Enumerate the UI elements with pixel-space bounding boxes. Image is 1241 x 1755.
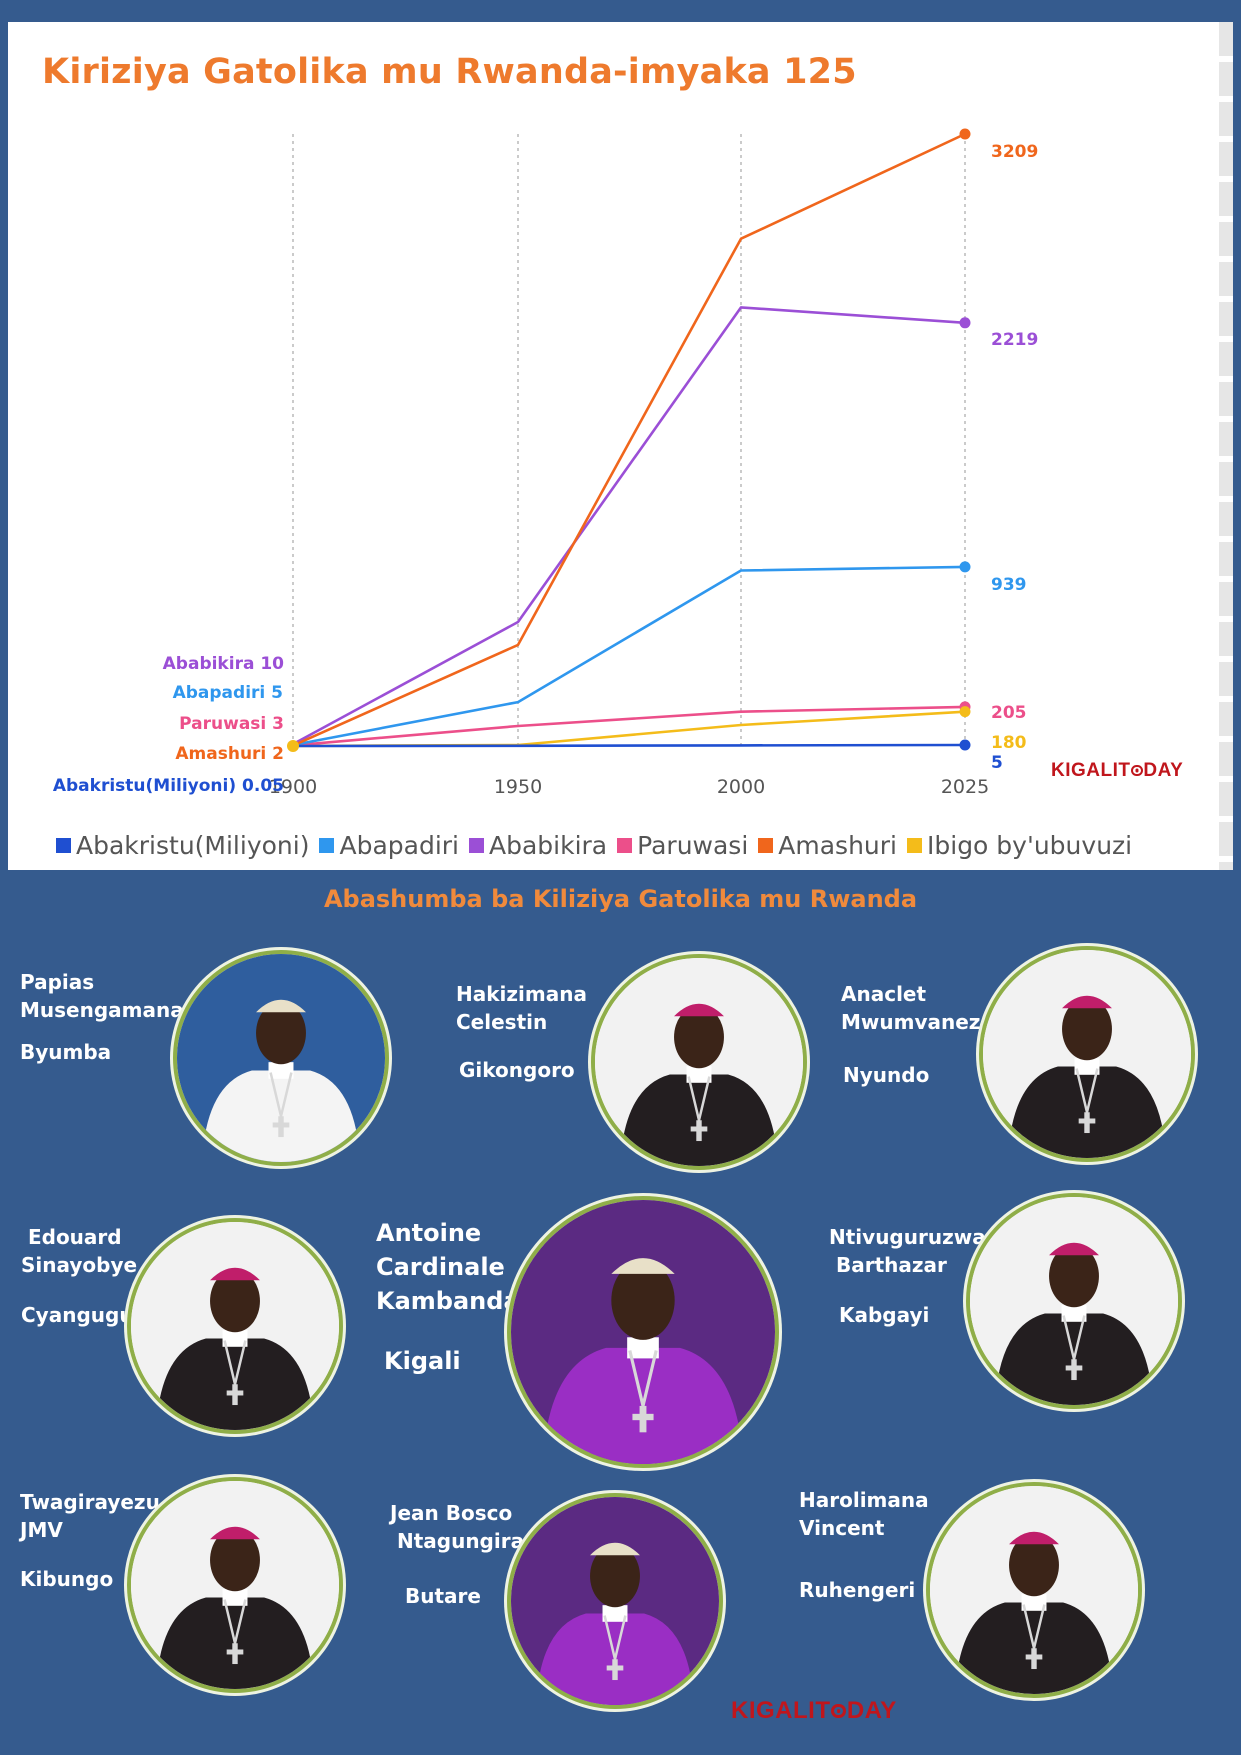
- legend-item-3: Paruwasi: [617, 831, 748, 860]
- series-line-0: [292, 743, 966, 748]
- bishop-name: Ntivuguruzwa Barthazar: [829, 1225, 986, 1277]
- bishop-portrait: [507, 1493, 723, 1709]
- series-line-5: [292, 710, 966, 748]
- legend-item-1: Abapadiri: [319, 831, 459, 860]
- series-end-label-1: 939: [991, 575, 1027, 595]
- bishop-portrait: [127, 1218, 343, 1434]
- series-end-label-4: 3209: [991, 142, 1038, 162]
- chart-legend: Abakristu(Miliyoni) Abapadiri Ababikira Par…: [56, 828, 1132, 862]
- legend-label: Ibigo by'ubuvuzi: [927, 830, 1133, 860]
- bishop-name: Antoine Cardinale Kambanda: [376, 1219, 520, 1315]
- bishop-name: Hakizimana Celestin: [456, 982, 587, 1034]
- bishop-diocese: Nyundo: [843, 1063, 930, 1087]
- series-end-point-4: [959, 128, 971, 140]
- bishop-name: Edouard Sinayobye: [21, 1225, 138, 1277]
- series-end-label-2: 2219: [991, 330, 1038, 350]
- legend-swatch: [319, 837, 335, 853]
- bishop-portrait: [507, 1196, 779, 1468]
- bishop-name: Harolimana Vincent: [799, 1488, 929, 1540]
- legend-label: Ababikira: [489, 830, 608, 860]
- legend-label: Amashuri: [778, 830, 897, 860]
- bishop-name: Twagirayezu JMV: [20, 1490, 160, 1542]
- series-start-label-3: Paruwasi 3: [179, 714, 284, 734]
- series-start-label-4: Amashuri 2: [175, 744, 284, 764]
- bishop-portrait: [591, 954, 807, 1170]
- series-start-point: [287, 740, 299, 752]
- legend-swatch: [469, 837, 484, 853]
- series-end-point-5: [959, 706, 971, 718]
- x-tick-label: 1900: [269, 776, 317, 798]
- chart-panel: Kiriziya Gatolika mu Rwanda-imyaka 125 1…: [8, 22, 1233, 870]
- series-end-point-0: [959, 739, 971, 751]
- bishop-portrait: [127, 1477, 343, 1693]
- panel-edge-decoration: [1219, 22, 1233, 870]
- bishop-name: Jean Bosco Ntagungira: [390, 1501, 525, 1553]
- section-title: Abashumba ba Kiliziya Gatolika mu Rwanda: [323, 885, 918, 913]
- bishop-diocese: Ruhengeri: [799, 1578, 916, 1602]
- watermark-logo-bottom: KIGALIT DAY: [731, 1697, 897, 1724]
- series-end-label-3: 205: [991, 703, 1027, 723]
- series-line-2: [292, 306, 966, 746]
- series-start-label-1: Abapadiri 5: [173, 683, 283, 703]
- chart-title: Kiriziya Gatolika mu Rwanda-imyaka 125: [42, 52, 857, 92]
- legend-swatch: [758, 837, 774, 853]
- x-tick-label: 2000: [717, 776, 765, 798]
- legend-item-4: Amashuri: [758, 831, 897, 860]
- series-end-point-1: [959, 561, 971, 573]
- legend-swatch: [56, 837, 71, 853]
- bishop-portrait: [926, 1482, 1142, 1698]
- bishop-portrait: [966, 1193, 1182, 1409]
- series-end-point-2: [959, 317, 971, 329]
- bishop-diocese: Byumba: [20, 1040, 112, 1064]
- bishop-name: Anaclet Mwumvaneza: [841, 982, 994, 1034]
- series-start-label-2: Ababikira 10: [163, 654, 285, 674]
- x-tick-label: 1950: [494, 776, 542, 798]
- legend-label: Paruwasi: [637, 830, 749, 860]
- series-end-label-0: 5: [991, 753, 1003, 773]
- bishop-diocese: Kibungo: [20, 1567, 114, 1591]
- bishop-name: Papias Musengamana: [20, 970, 184, 1022]
- legend-item-2: Ababikira: [469, 831, 607, 860]
- series-line-1: [292, 565, 966, 747]
- series-line-4: [292, 132, 966, 747]
- bishop-portrait: [173, 950, 389, 1166]
- watermark-logo: KIGALIT DAY: [1051, 760, 1184, 781]
- x-tick-label: 2025: [941, 776, 989, 798]
- legend-swatch: [617, 837, 633, 853]
- logo-o-icon: [1131, 764, 1143, 777]
- bishop-diocese: Kabgayi: [839, 1303, 930, 1327]
- bishop-portrait: [979, 946, 1195, 1162]
- legend-swatch: [907, 837, 922, 853]
- bishop-diocese: Butare: [405, 1584, 481, 1608]
- bishop-diocese: Gikongoro: [459, 1058, 575, 1082]
- series-start-label-0: Abakristu(Miliyoni) 0.05: [53, 776, 284, 796]
- logo-o-icon: [831, 1703, 847, 1719]
- legend-label: Abapadiri: [339, 830, 459, 860]
- series-line-3: [292, 705, 966, 747]
- bishop-diocese: Cyangugu: [21, 1303, 134, 1327]
- legend-item-5: Ibigo by'ubuvuzi: [907, 831, 1132, 860]
- bishop-diocese: Kigali: [384, 1347, 461, 1375]
- legend-item-0: Abakristu(Miliyoni): [56, 831, 309, 860]
- legend-label: Abakristu(Miliyoni): [76, 830, 310, 860]
- series-end-label-5: 180: [991, 733, 1027, 753]
